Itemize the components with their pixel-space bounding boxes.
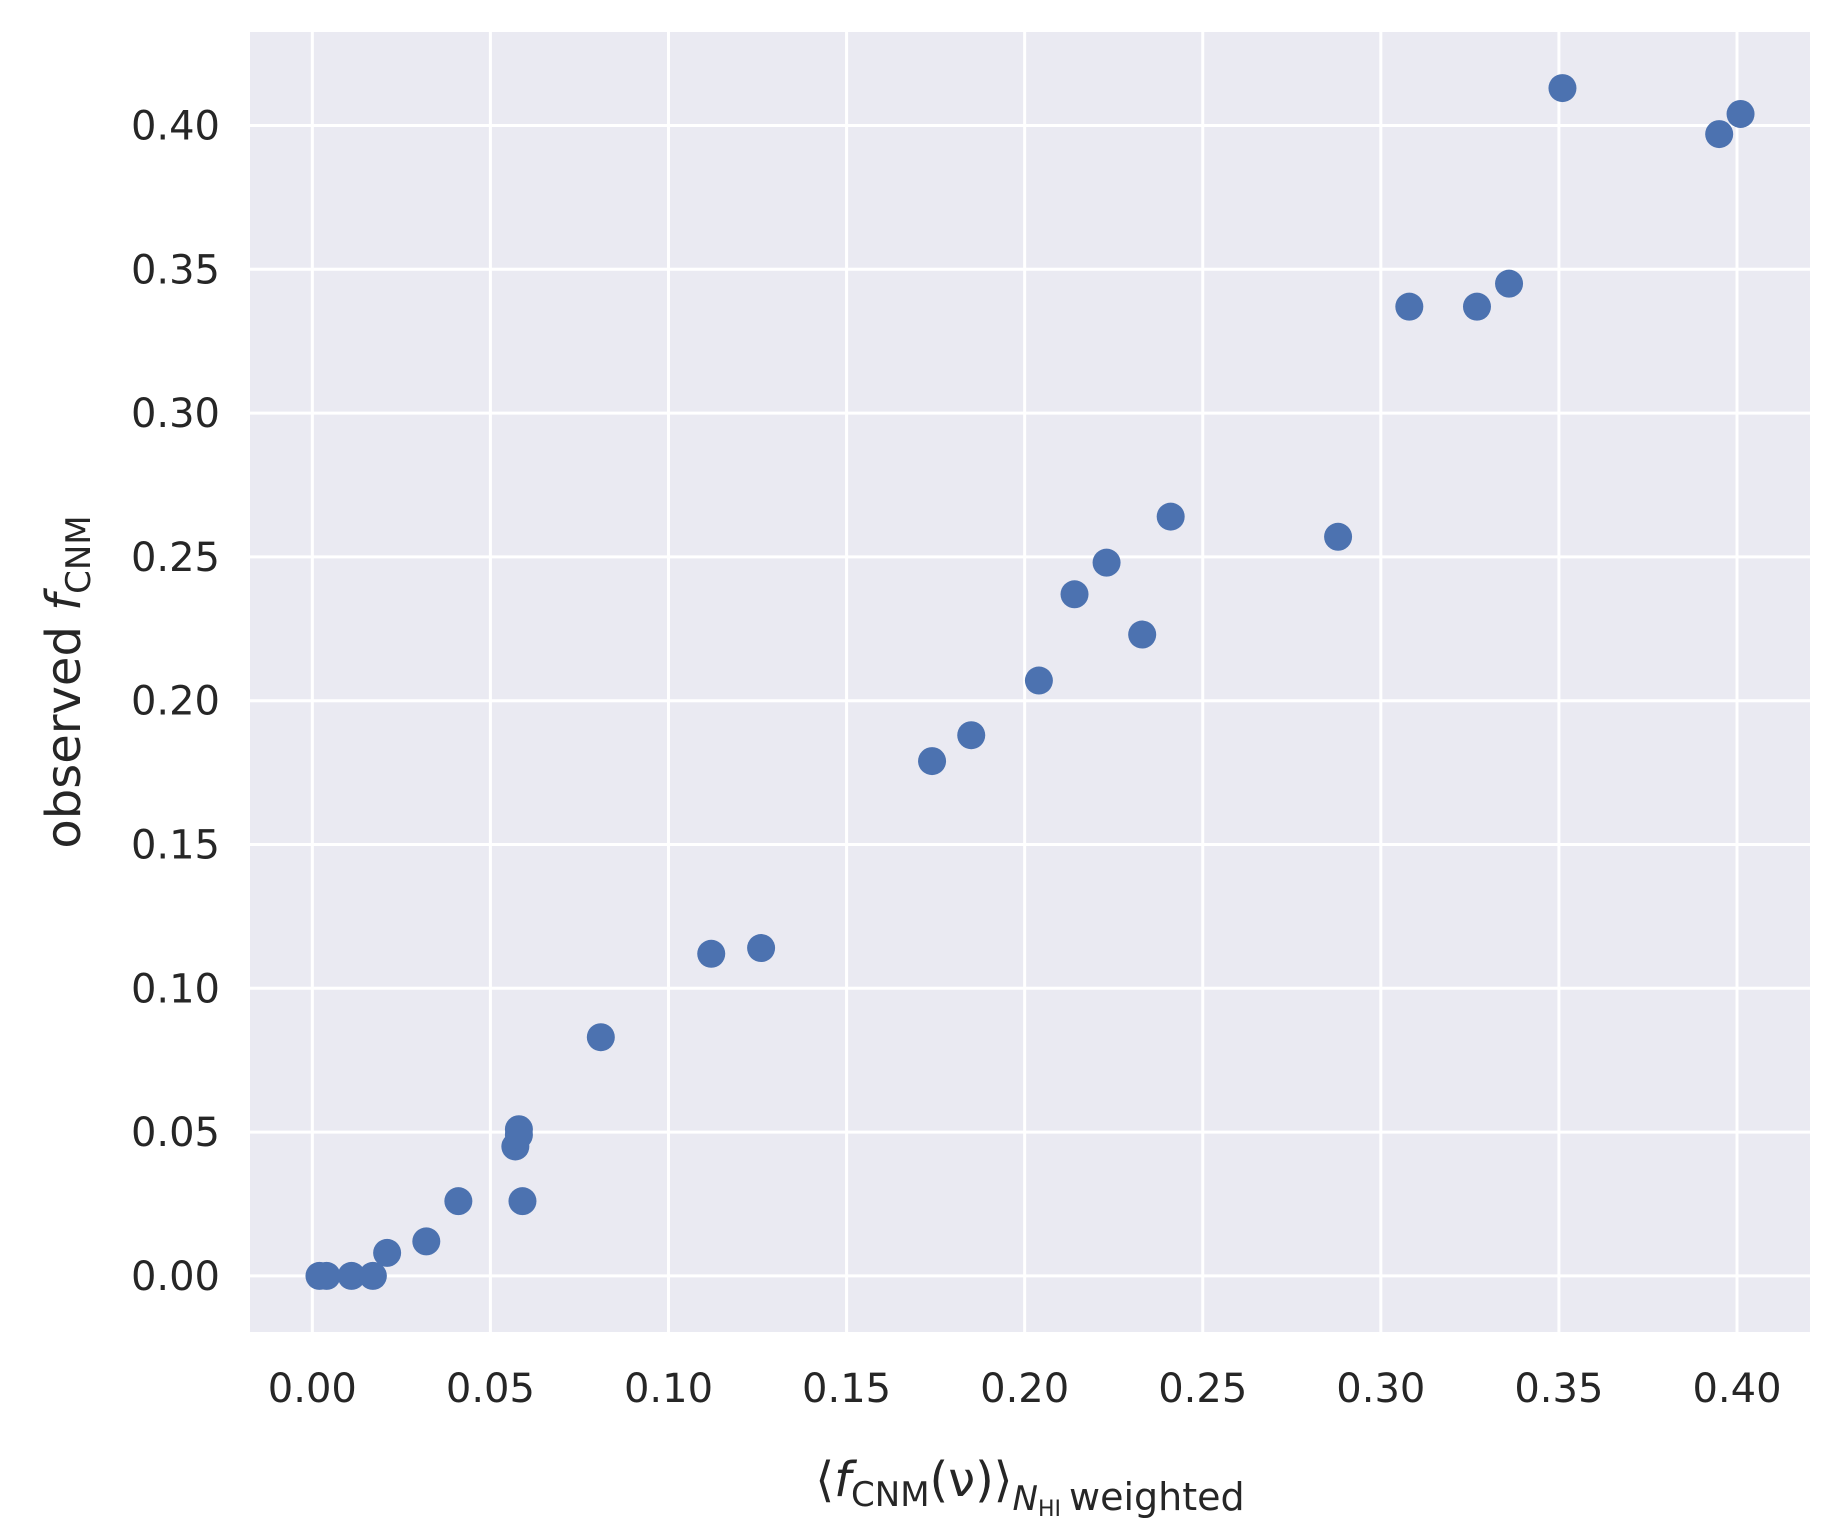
grid (250, 32, 1810, 1332)
y-axis-label-text: observed (36, 611, 92, 849)
data-point (586, 1023, 615, 1052)
y-tick-label: 0.20 (131, 679, 220, 725)
data-point (504, 1115, 533, 1144)
data-point (1128, 620, 1157, 649)
data-point (373, 1238, 402, 1267)
x-axis-label-weight-sub: N (1013, 1479, 1038, 1519)
y-tick-label: 0.15 (131, 823, 220, 869)
x-tick-label: 0.15 (802, 1366, 891, 1412)
data-point (1462, 292, 1491, 321)
data-point (337, 1261, 366, 1290)
x-axis-label-arg: (ν) (930, 1452, 994, 1508)
x-axis-label-suffix: ⟩ (994, 1452, 1013, 1508)
data-points (305, 74, 1755, 1290)
data-point (1395, 292, 1424, 321)
x-tick-label: 0.20 (980, 1366, 1069, 1412)
data-point (412, 1227, 441, 1256)
data-point (1092, 548, 1121, 577)
data-point (747, 934, 776, 963)
x-tick-label: 0.40 (1692, 1366, 1781, 1412)
y-tick-label: 0.10 (131, 966, 220, 1012)
data-point (1024, 666, 1053, 695)
x-axis-label-sub: CNM (851, 1475, 930, 1515)
x-tick-label: 0.00 (268, 1366, 357, 1412)
y-tick-label: 0.25 (131, 535, 220, 581)
data-point (1156, 502, 1185, 531)
data-point (697, 939, 726, 968)
data-point (1548, 74, 1577, 103)
x-tick-labels: 0.00 0.05 0.10 0.15 0.20 0.25 0.30 0.35 0.40 (268, 1366, 1782, 1412)
y-tick-label: 0.05 (131, 1110, 220, 1156)
y-tick-labels: 0.00 0.05 0.10 0.15 0.20 0.25 0.30 0.35 0.40 (131, 103, 220, 1299)
data-point (358, 1261, 387, 1290)
y-axis-label-sub: CNM (59, 515, 99, 594)
data-point (957, 721, 986, 750)
data-point (508, 1187, 537, 1216)
x-axis-label-weight-subsub: HI (1038, 1497, 1061, 1522)
x-tick-label: 0.25 (1158, 1366, 1247, 1412)
x-tick-label: 0.35 (1514, 1366, 1603, 1412)
data-point (1495, 269, 1524, 298)
data-point (444, 1187, 473, 1216)
data-point (1705, 120, 1734, 149)
x-tick-label: 0.10 (624, 1366, 713, 1412)
data-point (312, 1261, 341, 1290)
x-tick-label: 0.30 (1336, 1366, 1425, 1412)
y-tick-label: 0.00 (131, 1254, 220, 1300)
x-tick-label: 0.05 (446, 1366, 535, 1412)
data-point (1726, 99, 1755, 128)
data-point (1324, 522, 1353, 551)
x-axis-label-prefix: ⟨ (815, 1452, 834, 1508)
y-tick-label: 0.35 (131, 247, 220, 293)
x-axis-label-weight-text: weighted (1069, 1475, 1245, 1519)
y-axis-label: observed fCNM (36, 515, 99, 848)
y-tick-label: 0.40 (131, 103, 220, 149)
x-axis-label: ⟨fCNM(ν)⟩NHI weighted (815, 1452, 1244, 1522)
y-tick-label: 0.30 (131, 391, 220, 437)
data-point (1060, 580, 1089, 609)
data-point (918, 747, 947, 776)
